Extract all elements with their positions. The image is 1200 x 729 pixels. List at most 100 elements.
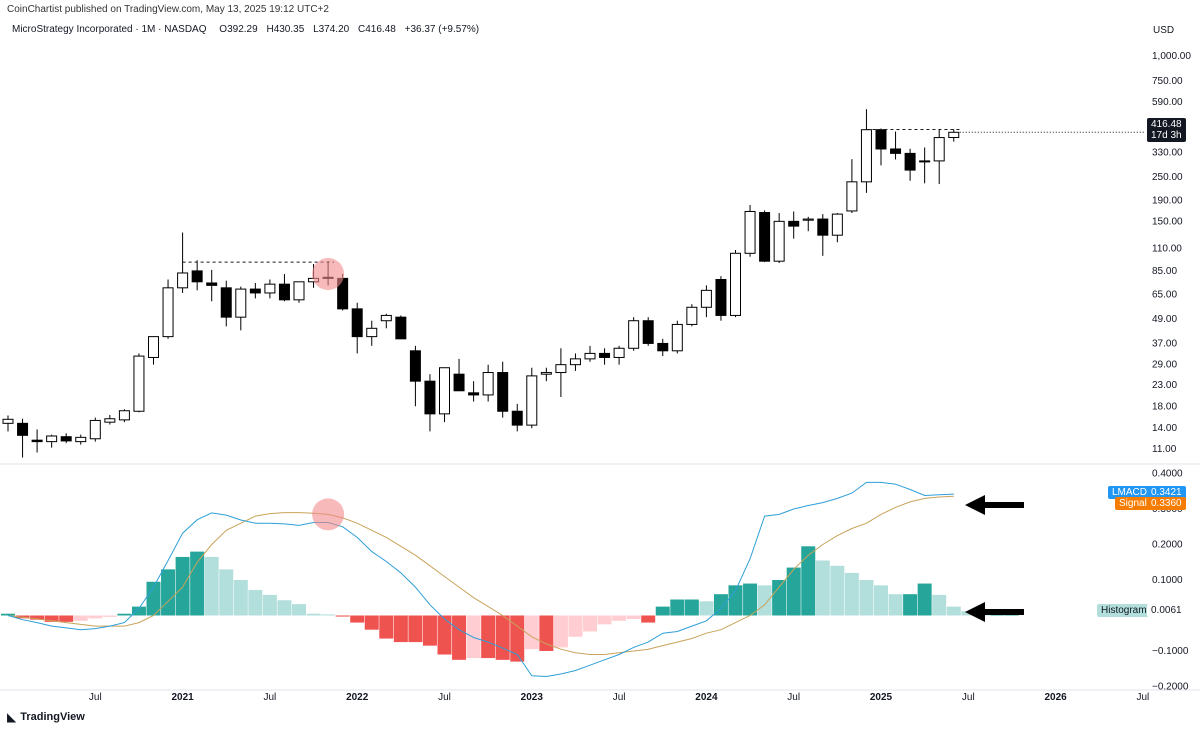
- candle-body: [904, 152, 916, 171]
- histogram-bar: [306, 613, 321, 616]
- candle-body: [715, 279, 727, 316]
- candle-body: [584, 352, 596, 360]
- histogram-bar: [190, 551, 205, 616]
- candle-body: [278, 283, 290, 301]
- time-axis-label: Jul: [89, 692, 102, 703]
- time-axis-label: 2022: [346, 692, 369, 703]
- candle-body: [46, 435, 58, 443]
- candle-body: [773, 220, 785, 262]
- histogram-bar: [932, 594, 947, 616]
- histogram-bar: [44, 615, 59, 622]
- histogram-bar: [917, 583, 932, 616]
- candle: [831, 213, 843, 243]
- time-axis-label: Jul: [1137, 692, 1150, 703]
- published-caption: CoinChartist published on TradingView.co…: [7, 4, 329, 15]
- candle-body: [351, 308, 363, 338]
- candle: [482, 364, 494, 402]
- candle: [220, 280, 232, 327]
- price-axis-label: 250.00: [1152, 172, 1183, 183]
- candle: [497, 361, 509, 418]
- macd-axis-label: 0.2000: [1152, 540, 1183, 551]
- candle-body: [17, 422, 29, 436]
- histogram-bar: [88, 615, 103, 619]
- candle: [424, 374, 436, 432]
- price-axis-label: 85.00: [1152, 266, 1177, 277]
- price-axis-label: 23.00: [1152, 380, 1177, 391]
- candle: [511, 403, 523, 432]
- candle: [60, 433, 72, 444]
- histogram-bar: [102, 615, 117, 617]
- histogram-bar: [204, 556, 219, 616]
- price-axis-label: 11.00: [1152, 444, 1177, 455]
- histogram-bar: [743, 583, 758, 616]
- histogram-bar: [422, 615, 437, 646]
- histogram-bar: [859, 580, 874, 616]
- candle: [875, 128, 887, 166]
- histogram-bar: [903, 594, 918, 616]
- histogram-bar: [321, 614, 336, 616]
- lmacd-legend: LMACD: [1108, 486, 1152, 499]
- candle-body: [875, 129, 887, 150]
- histogram-bar: [946, 606, 961, 616]
- arrow-icon-histogram: [965, 602, 1024, 622]
- candle: [17, 418, 29, 458]
- candle-body: [569, 358, 581, 366]
- candle-body: [555, 364, 567, 374]
- candle: [89, 417, 101, 442]
- signal-legend: Signal: [1115, 497, 1151, 510]
- candle-body: [235, 288, 247, 318]
- arrow-icon-price: [965, 495, 1024, 515]
- histogram-bar: [772, 580, 787, 616]
- candle-body: [730, 252, 741, 316]
- candle-body: [846, 181, 858, 212]
- histogram-bar: [641, 615, 656, 623]
- candle: [817, 214, 829, 256]
- histogram-bar: [597, 615, 612, 625]
- candle-body: [802, 218, 814, 221]
- histogram-bar: [583, 615, 597, 632]
- price-axis-label: 330.00: [1152, 148, 1183, 159]
- histogram-bar: [612, 615, 627, 621]
- histogram-bar: [510, 615, 525, 662]
- histogram-bar: [626, 615, 641, 620]
- price-axis-label: 750.00: [1152, 76, 1183, 87]
- histogram-bar: [248, 589, 263, 616]
- candle-body: [671, 323, 683, 352]
- histogram-legend: Histogram: [1097, 604, 1151, 617]
- histogram-bar: [670, 599, 685, 616]
- candle: [642, 317, 654, 346]
- histogram-bar: [728, 585, 743, 616]
- candle: [439, 367, 450, 423]
- histogram-bar: [262, 594, 277, 616]
- tradingview-logo[interactable]: ◣ TradingView: [7, 710, 85, 724]
- lmacd-value-tag: 0.3421: [1147, 486, 1186, 499]
- histogram-bar: [495, 615, 510, 660]
- histogram-bar: [815, 560, 830, 616]
- candle-body: [60, 436, 72, 442]
- candle-body: [366, 327, 378, 338]
- candle-body: [831, 213, 843, 236]
- histogram-bar: [233, 580, 248, 616]
- candle: [715, 276, 727, 321]
- time-axis-label: 2026: [1044, 692, 1067, 703]
- macd-axis-label: 0.1000: [1152, 575, 1183, 586]
- histogram-bar: [73, 615, 88, 621]
- candle-body: [2, 418, 14, 424]
- candle-body: [118, 410, 130, 421]
- candle: [148, 336, 159, 365]
- ohlc-high: H430.35: [266, 24, 305, 35]
- candle-body: [89, 419, 101, 440]
- histogram-bar: [830, 565, 845, 616]
- histogram-bar: [684, 599, 699, 616]
- candle: [278, 274, 290, 302]
- histogram-bar: [713, 594, 728, 616]
- candle-body: [860, 129, 872, 183]
- histogram-bar: [393, 615, 408, 643]
- candle: [46, 434, 58, 448]
- histogram-bar: [30, 615, 45, 620]
- candle-body: [75, 436, 87, 443]
- candle: [773, 213, 785, 264]
- candle: [235, 286, 247, 331]
- candle-body: [933, 137, 945, 162]
